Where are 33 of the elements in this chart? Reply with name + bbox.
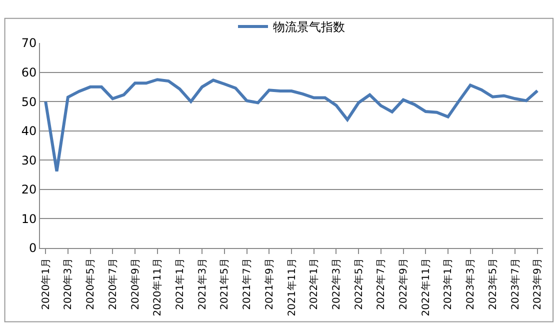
- y-tick-label: 60: [21, 65, 37, 80]
- x-tick-label: 2022年1月: [308, 258, 320, 310]
- line-series: [44, 78, 539, 173]
- legend-label: 物流景气指数: [273, 20, 345, 34]
- x-tick-label: 2021年9月: [263, 258, 276, 310]
- x-tick-label: 2022年5月: [352, 258, 365, 310]
- x-tick-label: 2023年5月: [486, 258, 499, 310]
- y-tick-label: 10: [21, 212, 37, 226]
- x-tick-label: 2023年3月: [464, 258, 477, 310]
- x-tick-label: 2020年5月: [84, 258, 97, 310]
- x-tick-label: 2023年7月: [509, 258, 522, 310]
- x-tick-label: 2020年1月: [40, 258, 52, 310]
- y-tick-label: 70: [21, 36, 37, 50]
- x-tick-label: 2022年7月: [375, 258, 388, 310]
- x-tick-label: 2021年11月: [286, 258, 298, 316]
- y-tick-label: 50: [21, 94, 37, 109]
- y-tick-label: 30: [21, 153, 37, 168]
- y-tick-label: 0: [28, 241, 37, 256]
- x-tick-label: 2023年9月: [532, 258, 544, 310]
- x-tick-label: 2021年5月: [218, 258, 231, 310]
- x-tick-label: 2022年11月: [420, 258, 432, 316]
- x-tick-label: 2020年11月: [152, 258, 164, 316]
- x-tick-label: 2020年9月: [129, 258, 142, 310]
- x-tick-label: 2020年3月: [62, 258, 74, 310]
- x-tick-label: 2020年7月: [106, 258, 119, 310]
- y-tick-label: 20: [21, 182, 37, 197]
- x-tick-label: 2021年3月: [196, 258, 208, 310]
- x-tick-label: 2022年3月: [330, 258, 342, 310]
- x-tick-label: 2023年1月: [442, 258, 454, 310]
- y-tick-label: 40: [21, 124, 37, 138]
- x-tick-label: 2021年1月: [174, 258, 186, 310]
- x-tick-label: 2021年7月: [241, 258, 254, 310]
- x-tick-label: 2022年9月: [398, 258, 410, 310]
